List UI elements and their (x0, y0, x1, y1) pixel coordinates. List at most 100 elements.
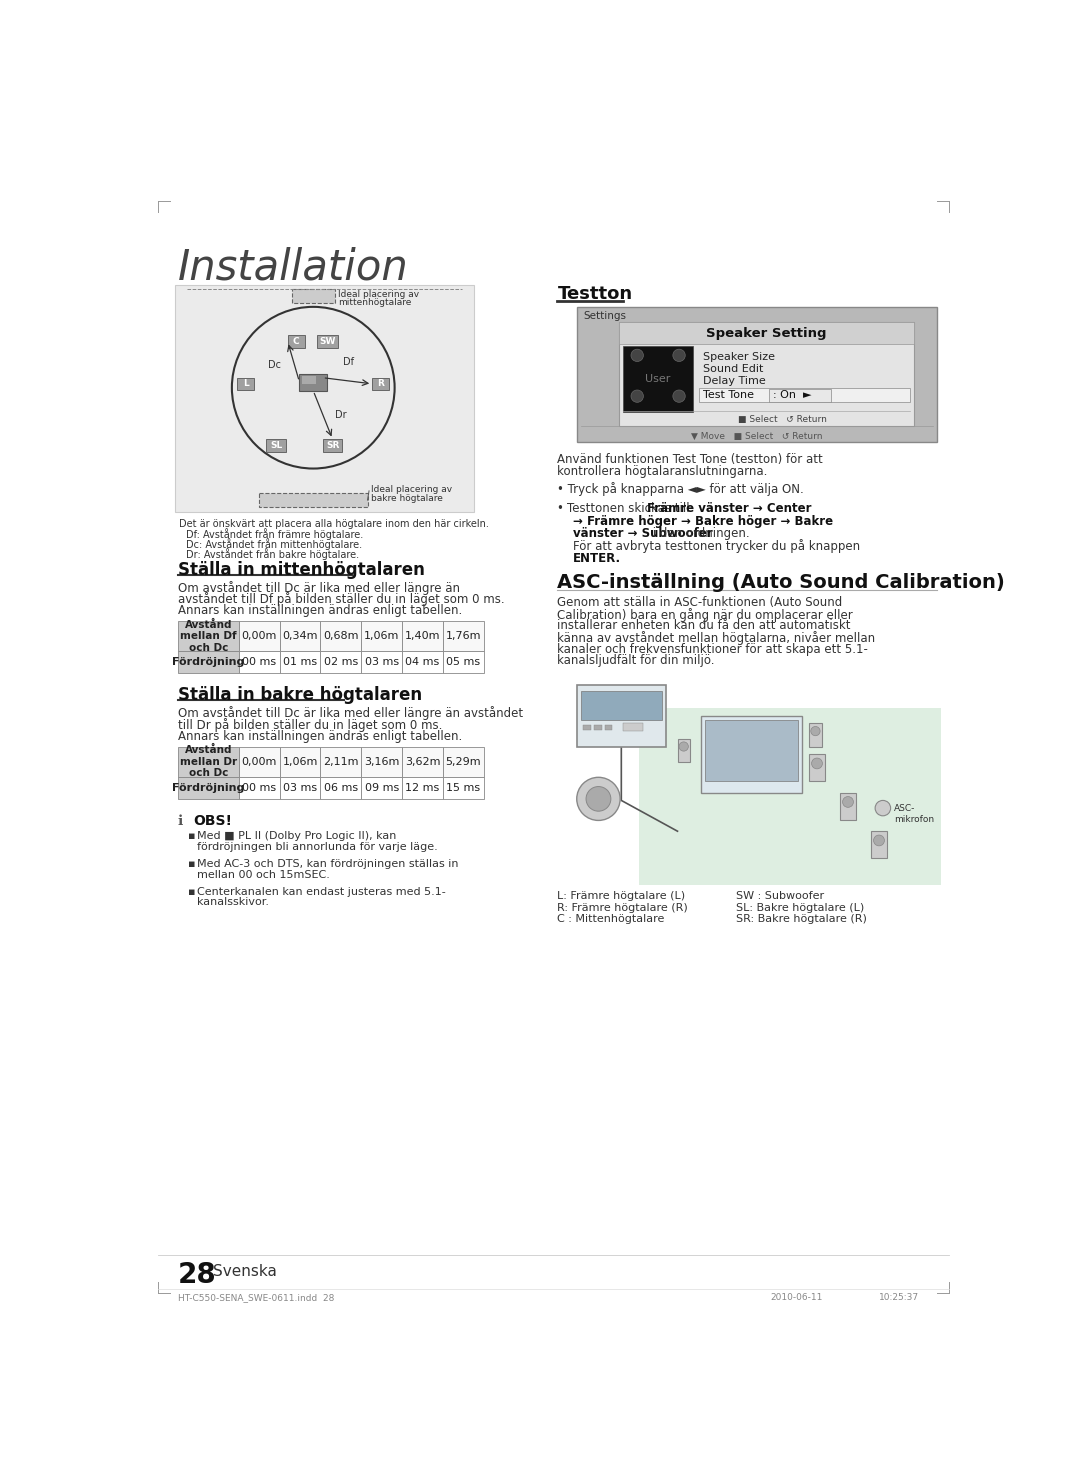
Bar (623, 346, 693, 411)
Circle shape (673, 390, 685, 402)
Bar (362, 621, 402, 651)
Text: 03 ms: 03 ms (283, 782, 318, 793)
Text: SW: SW (319, 337, 336, 346)
Text: kanalsskivor.: kanalsskivor. (197, 898, 269, 908)
Text: Ställa in mittenhögtalaren: Ställa in mittenhögtalaren (177, 561, 424, 578)
Bar (443, 621, 484, 651)
Text: ■ Select   ↺ Return: ■ Select ↺ Return (738, 414, 826, 423)
Text: R: R (377, 379, 384, 389)
Text: ENTER.: ENTER. (572, 552, 621, 565)
Text: C: C (293, 337, 299, 346)
Circle shape (679, 742, 688, 751)
Bar (321, 776, 362, 799)
Text: Fördröjning: Fördröjning (172, 657, 244, 667)
Bar (362, 776, 402, 799)
Bar (701, 716, 801, 793)
Bar (769, 389, 831, 402)
Circle shape (631, 349, 644, 361)
Bar (594, 725, 602, 729)
Text: 06 ms: 06 ms (324, 782, 357, 793)
Bar (177, 747, 239, 776)
Text: Svenska: Svenska (213, 1265, 276, 1279)
Text: L: L (243, 379, 248, 389)
Bar (239, 776, 280, 799)
Text: Med AC-3 och DTS, kan fördröjningen ställas in: Med AC-3 och DTS, kan fördröjningen stäl… (197, 859, 459, 870)
Bar (623, 723, 643, 731)
Circle shape (586, 787, 611, 810)
Bar (402, 621, 443, 651)
Text: •: • (557, 503, 568, 515)
Bar (321, 747, 362, 776)
Text: Använd funktionen Test Tone (testton) för att: Använd funktionen Test Tone (testton) fö… (557, 453, 823, 466)
Circle shape (811, 726, 820, 735)
Text: 03 ms: 03 ms (365, 657, 399, 667)
Text: installerar enheten kan du få den att automatiskt: installerar enheten kan du få den att au… (557, 620, 851, 633)
Bar (402, 747, 443, 776)
Bar (619, 322, 914, 343)
Text: Fördröjning: Fördröjning (172, 782, 244, 793)
Text: Om avståndet till Dc är lika med eller längre än avståndet: Om avståndet till Dc är lika med eller l… (177, 707, 523, 720)
Text: 02 ms: 02 ms (324, 657, 357, 667)
Text: HT-C550-SENA_SWE-0611.indd  28: HT-C550-SENA_SWE-0611.indd 28 (177, 1293, 334, 1302)
Text: : On  ►: : On ► (773, 390, 811, 401)
Text: kanaler och frekvensfunktioner för att skapa ett 5.1-: kanaler och frekvensfunktioner för att s… (557, 642, 868, 655)
Bar (443, 747, 484, 776)
Text: 2,11m: 2,11m (323, 757, 359, 766)
Bar (619, 322, 914, 426)
Bar (301, 376, 315, 385)
Text: Speaker Size: Speaker Size (703, 352, 775, 361)
Bar (239, 651, 280, 673)
Text: → Främre höger → Bakre höger → Bakre: → Främre höger → Bakre höger → Bakre (572, 515, 833, 528)
Bar (577, 306, 937, 442)
Bar (316, 336, 338, 348)
Text: Df: Avståndet från främre högtalare.: Df: Avståndet från främre högtalare. (186, 528, 363, 540)
Text: 0,00m: 0,00m (242, 632, 276, 642)
Text: OBS!: OBS! (193, 815, 232, 828)
Bar (239, 747, 280, 776)
Text: Df: Df (342, 356, 354, 367)
Bar (704, 720, 798, 781)
Circle shape (673, 349, 685, 361)
Circle shape (874, 836, 885, 846)
Bar (321, 651, 362, 673)
Text: Avstånd
mellan Dr
och Dc: Avstånd mellan Dr och Dc (179, 745, 237, 778)
Text: ℹ: ℹ (177, 815, 183, 828)
Circle shape (631, 390, 644, 402)
Text: 09 ms: 09 ms (365, 782, 399, 793)
Bar (280, 776, 321, 799)
Text: 0,68m: 0,68m (323, 632, 359, 642)
Text: Test Tone: Test Tone (703, 390, 754, 401)
Circle shape (577, 778, 620, 821)
Text: Genom att ställa in ASC-funktionen (Auto Sound: Genom att ställa in ASC-funktionen (Auto… (557, 596, 842, 609)
Text: Speaker Setting: Speaker Setting (706, 327, 827, 340)
Text: Delay Time: Delay Time (703, 376, 766, 386)
Text: Ställa in bakre högtalaren: Ställa in bakre högtalaren (177, 686, 422, 704)
Text: 12 ms: 12 ms (405, 782, 440, 793)
Text: 1,76m: 1,76m (446, 632, 481, 642)
Text: 04 ms: 04 ms (405, 657, 440, 667)
Bar (605, 725, 612, 729)
Text: Dc: Dc (268, 361, 281, 370)
Text: C : Mittenhögtalare: C : Mittenhögtalare (557, 914, 665, 924)
Text: 10:25:37: 10:25:37 (879, 1293, 919, 1302)
Text: Calibration) bara en gång när du omplacerar eller: Calibration) bara en gång när du omplace… (557, 608, 853, 621)
Bar (872, 831, 887, 858)
Bar (280, 651, 321, 673)
Text: ASC-
mikrofon: ASC- mikrofon (894, 805, 934, 824)
Text: Ideal placering av: Ideal placering av (338, 290, 419, 299)
Bar (280, 747, 321, 776)
Bar (267, 439, 286, 451)
Bar (443, 776, 484, 799)
Bar (373, 377, 389, 390)
Bar (443, 651, 484, 673)
Text: Avstånd
mellan Df
och Dc: Avstånd mellan Df och Dc (180, 620, 237, 652)
Text: 2010-06-11: 2010-06-11 (770, 1293, 823, 1302)
Text: 00 ms: 00 ms (242, 782, 276, 793)
Text: 01 ms: 01 ms (283, 657, 318, 667)
Bar (299, 374, 327, 390)
Bar (177, 776, 239, 799)
Text: Med ■ PL II (Dolby Pro Logic II), kan: Med ■ PL II (Dolby Pro Logic II), kan (197, 831, 396, 842)
Text: För att avbryta testtonen trycker du på knappen: För att avbryta testtonen trycker du på … (572, 540, 860, 553)
Text: fördröjningen bli annorlunda för varje läge.: fördröjningen bli annorlunda för varje l… (197, 842, 437, 852)
Text: 5,29m: 5,29m (446, 757, 482, 766)
